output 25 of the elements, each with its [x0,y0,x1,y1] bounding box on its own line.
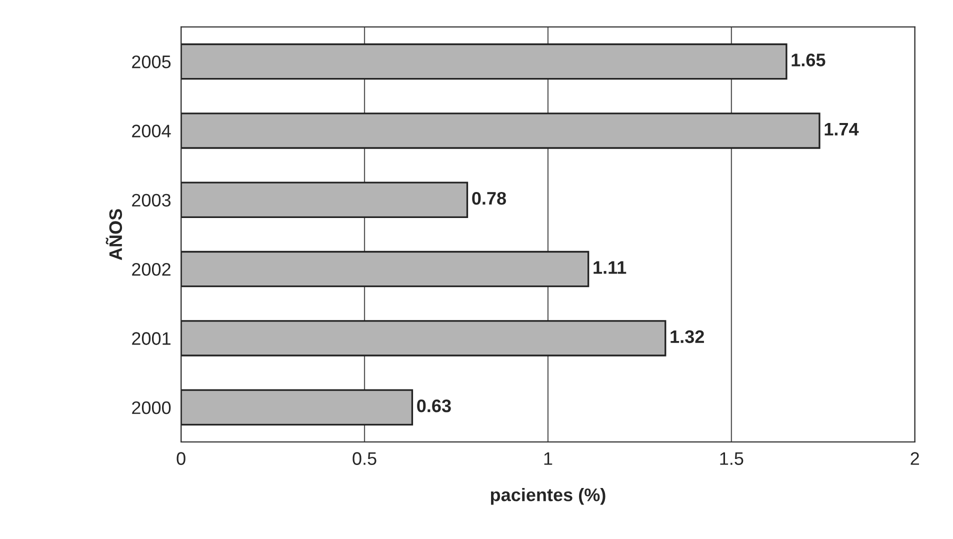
bar [181,112,820,149]
x-axis-title: pacientes (%) [490,488,606,505]
x-tick-label: 0 [176,452,186,465]
data-label: 1.11 [594,261,626,274]
y-tick-label: 2000 [132,401,171,414]
y-tick-label: 2005 [132,55,171,68]
y-tick-label: 2002 [132,262,170,276]
data-label: 1.74 [824,122,859,136]
bar [181,43,788,80]
bar [181,250,590,288]
data-label: 0.78 [472,192,506,205]
data-label: 1.32 [670,330,704,344]
data-label: 1.65 [792,54,826,66]
data-label: 0.63 [417,399,451,412]
y-tick-label: 2004 [132,124,171,138]
x-tick-label: 1 [544,452,552,465]
y-tick-label: 2001 [132,332,170,345]
bar [181,389,414,426]
bar [181,182,468,218]
y-axis-title: AÑOS [106,209,122,260]
y-tick-label: 2003 [132,194,171,207]
x-tick-label: 1.5 [720,452,744,465]
x-tick-label: 0.5 [352,452,376,465]
bar [181,320,666,356]
x-tick-label: 2 [910,452,919,465]
